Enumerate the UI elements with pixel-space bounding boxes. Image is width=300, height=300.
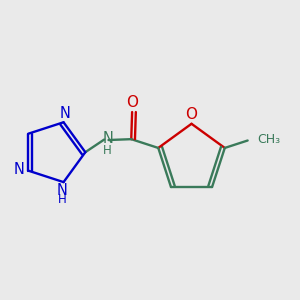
Text: N: N [60, 106, 71, 121]
Text: H: H [57, 193, 66, 206]
Text: H: H [103, 144, 112, 157]
Text: O: O [185, 107, 197, 122]
Text: N: N [56, 183, 67, 198]
Text: N: N [13, 162, 24, 177]
Text: CH₃: CH₃ [257, 133, 280, 146]
Text: N: N [102, 131, 113, 146]
Text: O: O [126, 95, 138, 110]
